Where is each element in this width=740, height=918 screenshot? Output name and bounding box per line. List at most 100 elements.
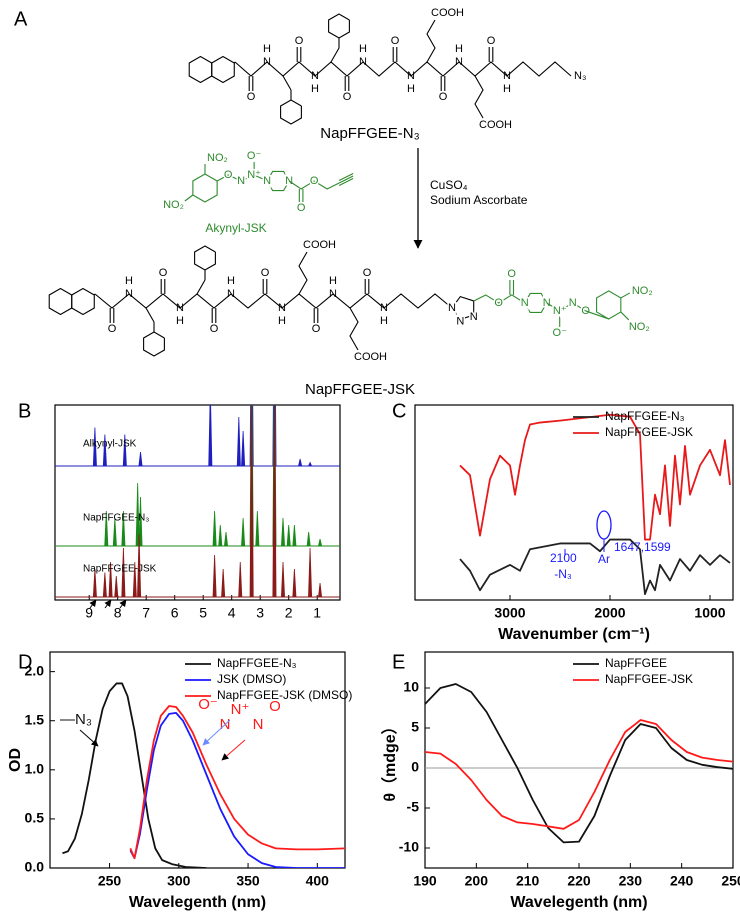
plot-area [425,683,733,844]
annotation: 2100 [550,551,577,565]
bond [280,99,302,125]
atom-label: O [159,267,168,279]
x-tick-label: 5 [199,605,207,621]
plot-area [459,413,731,596]
x-tick-label: 3000 [494,605,525,621]
bond [211,55,235,84]
peak [132,561,137,598]
peak [212,510,217,547]
peak [221,568,226,598]
atom-label: H [503,83,511,95]
y-tick-label: 2.0 [25,662,45,678]
series-line [62,682,207,868]
annotation-shape [202,719,231,746]
peak [138,496,143,547]
bond [473,294,525,304]
peak [212,554,217,598]
atom-label: H [176,315,184,327]
peak [92,427,97,467]
atom-label: H [125,275,133,287]
atom-label: NO₂ [632,285,653,297]
peak [255,510,260,547]
peak [281,517,285,547]
x-tick-label: 200 [465,873,489,889]
peak [308,461,313,467]
peak [114,575,119,598]
x-tick-label: 8 [114,605,122,621]
bond [288,180,340,190]
peak [102,572,107,598]
panel-label: D [18,651,32,673]
atom-label: O [363,267,372,279]
x-tick-label: 2 [285,605,293,621]
atom-label: O [261,267,270,279]
x-tick-label: 300 [167,873,191,889]
atom-label: N₃ [574,70,586,82]
atom-label: O [297,202,306,214]
annotation: 1647,1599 [614,540,671,554]
bond [524,292,548,314]
atom-label: O [391,35,400,47]
atom-label: N⁺ [553,305,567,317]
peak [224,531,228,547]
chart: E 190 200 210 220 230 240 250 -10 -5 0 5 10 Wavelegen… [381,651,740,911]
bond [188,55,213,84]
annotation-shape [119,599,127,609]
atom-label: N [263,175,271,187]
series-line [129,711,345,868]
x-tick-label: 210 [516,873,540,889]
chart: D 250 300 350 400 0.0 0.5 1.0 1.5 2.0 Wavelegenth … [7,651,352,911]
bond [451,295,475,321]
bond [184,194,194,202]
atom-label: O [343,91,352,103]
y-axis-title: θ（mdge） [381,718,399,801]
x-tick-label: 220 [567,873,591,889]
atom-label: COOH [354,351,387,363]
y-tick-label: 0.0 [25,859,45,875]
chart: B 9 8 7 6 5 4 3 2 1 Alkynyl-JSK NapFFGEE-N₃ NapFFGEE… [18,400,341,621]
annotation: O⁻ [198,696,218,713]
panel-label: C [392,400,406,422]
atom-label: O [108,323,117,335]
y-tick-label: -10 [399,839,419,855]
peak [218,524,223,547]
peak [138,451,143,467]
y-tick-label: 1.5 [25,711,45,727]
series-label: NapFFGEE-N₃ [83,513,149,524]
peak [92,568,97,598]
atom-label: O [487,35,496,47]
bond [585,310,609,320]
series-line [459,413,731,541]
atom-label: N [237,175,245,187]
reagent-label: CuSO₄ [430,178,468,192]
peak [318,582,323,598]
annotation-shape [79,729,99,747]
atom-label: O [210,323,219,335]
peak [272,405,277,598]
x-axis-title: Wavelegenth (nm) [129,894,266,911]
annotation-shape [221,739,246,761]
series-line [425,683,733,844]
bond [330,47,340,63]
atom-label: N [285,175,293,187]
annotation-shape [104,599,112,609]
annotation: Ar [598,552,610,566]
peak [281,561,285,598]
bond [620,311,630,321]
annotation: -N₃ [554,567,572,581]
peak [286,524,291,547]
bond [298,251,308,295]
x-tick-label: 3 [256,605,264,621]
x-axis-title: Wavelegenth (nm) [510,894,647,911]
peak [238,561,243,598]
bond [192,173,218,203]
atom-label: H [227,275,235,287]
x-tick-label: 6 [171,605,179,621]
bond [94,293,453,309]
annotation: O [269,698,281,715]
peak [292,568,297,598]
legend-label: NapFFGEE-JSK (DMSO) [217,688,352,702]
peak [249,405,254,598]
peak [318,538,323,547]
legend-label: NapFFGEE-N₃ [217,656,297,670]
